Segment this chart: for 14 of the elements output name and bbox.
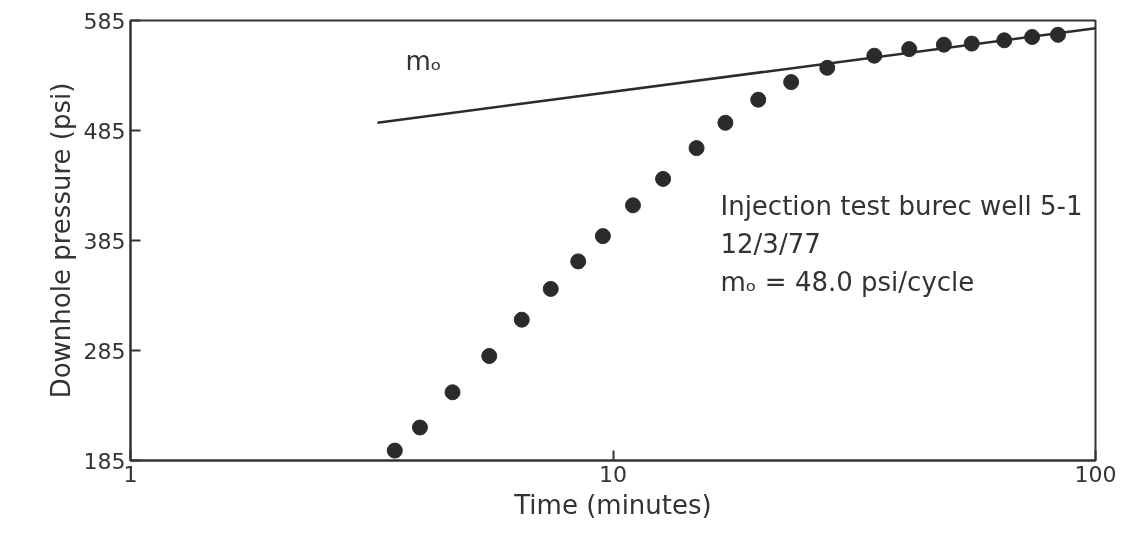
y-tick-label: 485 [83, 118, 126, 144]
y-tick-label: 185 [83, 448, 126, 474]
annotation: Injection test burec well 5-1 [720, 190, 1083, 221]
x-axis-title: Time (minutes) [513, 489, 712, 520]
annotation: mₒ = 48.0 psi/cycle [720, 266, 975, 297]
x-tick-label: 1 [123, 461, 138, 487]
y-tick-label: 585 [83, 8, 126, 34]
x-tick-label: 10 [599, 461, 627, 487]
annotation: mₒ [405, 45, 442, 76]
y-axis-title: Downhole pressure (psi) [45, 82, 76, 399]
y-tick-label: 385 [83, 228, 126, 254]
annotation: 12/3/77 [720, 228, 821, 259]
y-tick-label: 285 [83, 338, 126, 364]
x-tick-label: 100 [1074, 461, 1117, 487]
